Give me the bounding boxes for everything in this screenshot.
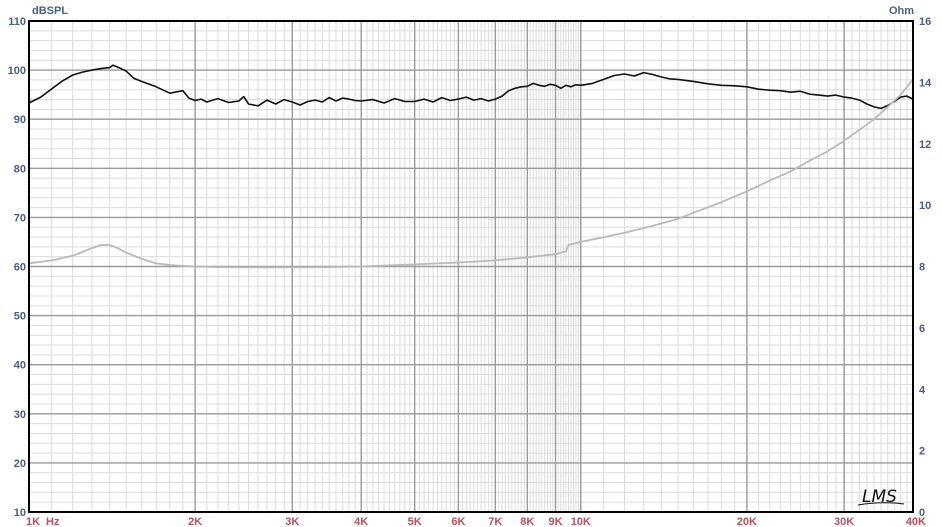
left-tick-label: 90: [14, 114, 26, 126]
left-tick-label: 20: [14, 458, 26, 470]
right-tick-label: 14: [919, 77, 932, 89]
logo-underline: [857, 502, 905, 506]
spl-curve: [28, 64, 914, 110]
impedance-curve: [28, 78, 914, 269]
right-tick-label: 12: [919, 139, 931, 151]
x-tick-label: 1K: [26, 516, 40, 527]
left-tick-label: 70: [14, 212, 26, 224]
x-tick-label: 20K: [737, 516, 757, 527]
x-tick-label: 3K: [285, 516, 299, 527]
x-axis-unit: Hz: [46, 516, 60, 527]
left-tick-label: 50: [14, 311, 26, 323]
right-tick-label: 16: [919, 16, 931, 28]
left-tick-label: 60: [14, 262, 26, 274]
grid: [29, 21, 913, 512]
right-tick-label: 6: [919, 323, 925, 335]
left-tick-label: 110: [8, 16, 26, 28]
logo-lms: LMS: [862, 487, 897, 507]
left-tick-label: 80: [14, 163, 26, 175]
right-tick-label: 10: [919, 200, 931, 212]
x-tick-label: 4K: [354, 516, 368, 527]
left-tick-label: 40: [14, 360, 26, 372]
right-tick-label: 4: [919, 384, 926, 396]
x-tick-label: 7K: [488, 516, 502, 527]
x-tick-label: 40K: [906, 516, 926, 527]
x-tick-label: 30K: [834, 516, 854, 527]
plot-frame: [28, 20, 914, 513]
left-tick-label: 100: [8, 65, 26, 77]
right-tick-label: 2: [919, 446, 925, 458]
right-tick-label: 8: [919, 262, 925, 274]
left-axis-unit: dBSPL: [32, 5, 68, 17]
x-tick-label: 5K: [408, 516, 422, 527]
left-tick-label: 30: [14, 409, 26, 421]
x-tick-label: 6K: [451, 516, 465, 527]
x-tick-label: 2K: [188, 516, 202, 527]
x-tick-label: 8K: [520, 516, 534, 527]
left-tick-label: 10: [14, 507, 26, 519]
right-axis-unit: Ohm: [889, 5, 914, 17]
curves: [28, 64, 914, 269]
right-tick-label: 0: [919, 507, 925, 519]
x-tick-label: 9K: [549, 516, 563, 527]
x-tick-label: 10K: [571, 516, 591, 527]
